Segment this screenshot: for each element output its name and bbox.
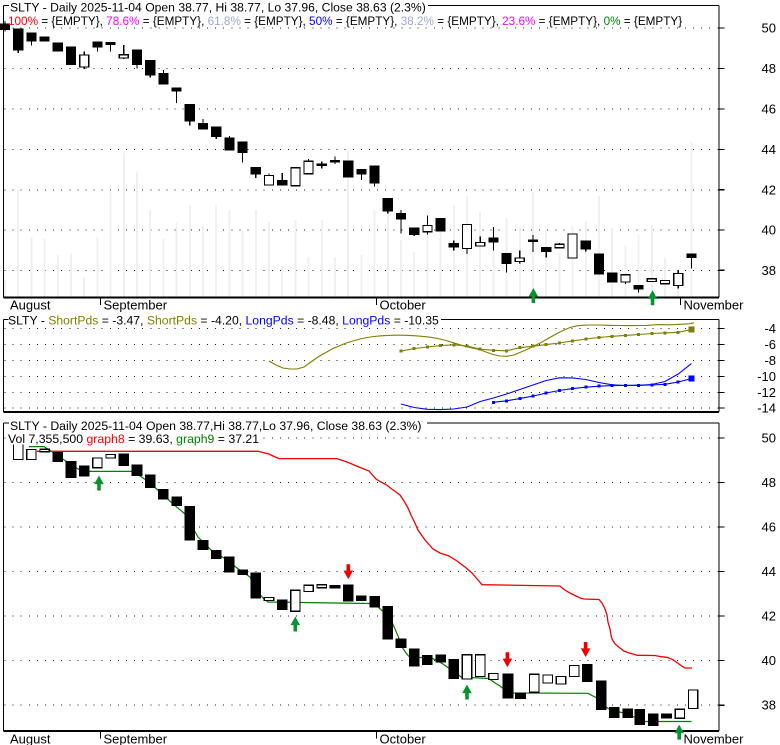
svg-text:44: 44 xyxy=(762,564,776,579)
svg-text:Vol 7,355,500 graph8 = 39.63,: Vol 7,355,500 graph8 = 39.63, graph9 = 3… xyxy=(8,432,259,446)
svg-text:August: August xyxy=(10,732,51,745)
svg-text:SLTY - ShortPds = -3.47, Short: SLTY - ShortPds = -3.47, ShortPds = -4.2… xyxy=(8,314,439,328)
svg-text:August: August xyxy=(10,298,51,313)
svg-text:-6: -6 xyxy=(764,337,776,352)
svg-text:-14: -14 xyxy=(757,401,776,416)
svg-text:50: 50 xyxy=(762,431,776,446)
svg-text:40: 40 xyxy=(762,653,776,668)
svg-text:48: 48 xyxy=(762,61,776,76)
svg-text:46: 46 xyxy=(762,520,776,535)
svg-text:-10: -10 xyxy=(757,369,776,384)
svg-text:October: October xyxy=(380,298,427,313)
svg-text:September: September xyxy=(104,298,168,313)
svg-text:48: 48 xyxy=(762,475,776,490)
svg-text:SLTY - Daily 2025-11-04 Open 3: SLTY - Daily 2025-11-04 Open 38.77, Hi 3… xyxy=(10,1,426,15)
svg-text:38: 38 xyxy=(762,698,776,713)
svg-text:November: November xyxy=(684,732,745,745)
svg-text:November: November xyxy=(684,298,745,313)
svg-text:38: 38 xyxy=(762,263,776,278)
svg-text:40: 40 xyxy=(762,223,776,238)
svg-text:44: 44 xyxy=(762,142,776,157)
svg-text:October: October xyxy=(380,732,427,745)
svg-text:50: 50 xyxy=(762,21,776,36)
svg-text:42: 42 xyxy=(762,182,776,197)
svg-text:SLTY - Daily 2025-11-04 Open 3: SLTY - Daily 2025-11-04 Open 38.77,Hi 38… xyxy=(10,419,421,433)
svg-text:100% = {EMPTY}, 78.6% = {EMPTY: 100% = {EMPTY}, 78.6% = {EMPTY}, 61.8% =… xyxy=(8,14,682,28)
svg-text:September: September xyxy=(104,732,168,745)
svg-text:46: 46 xyxy=(762,102,776,117)
svg-text:42: 42 xyxy=(762,609,776,624)
svg-text:-12: -12 xyxy=(757,385,776,400)
svg-text:-4: -4 xyxy=(764,321,776,336)
svg-text:-8: -8 xyxy=(764,353,776,368)
